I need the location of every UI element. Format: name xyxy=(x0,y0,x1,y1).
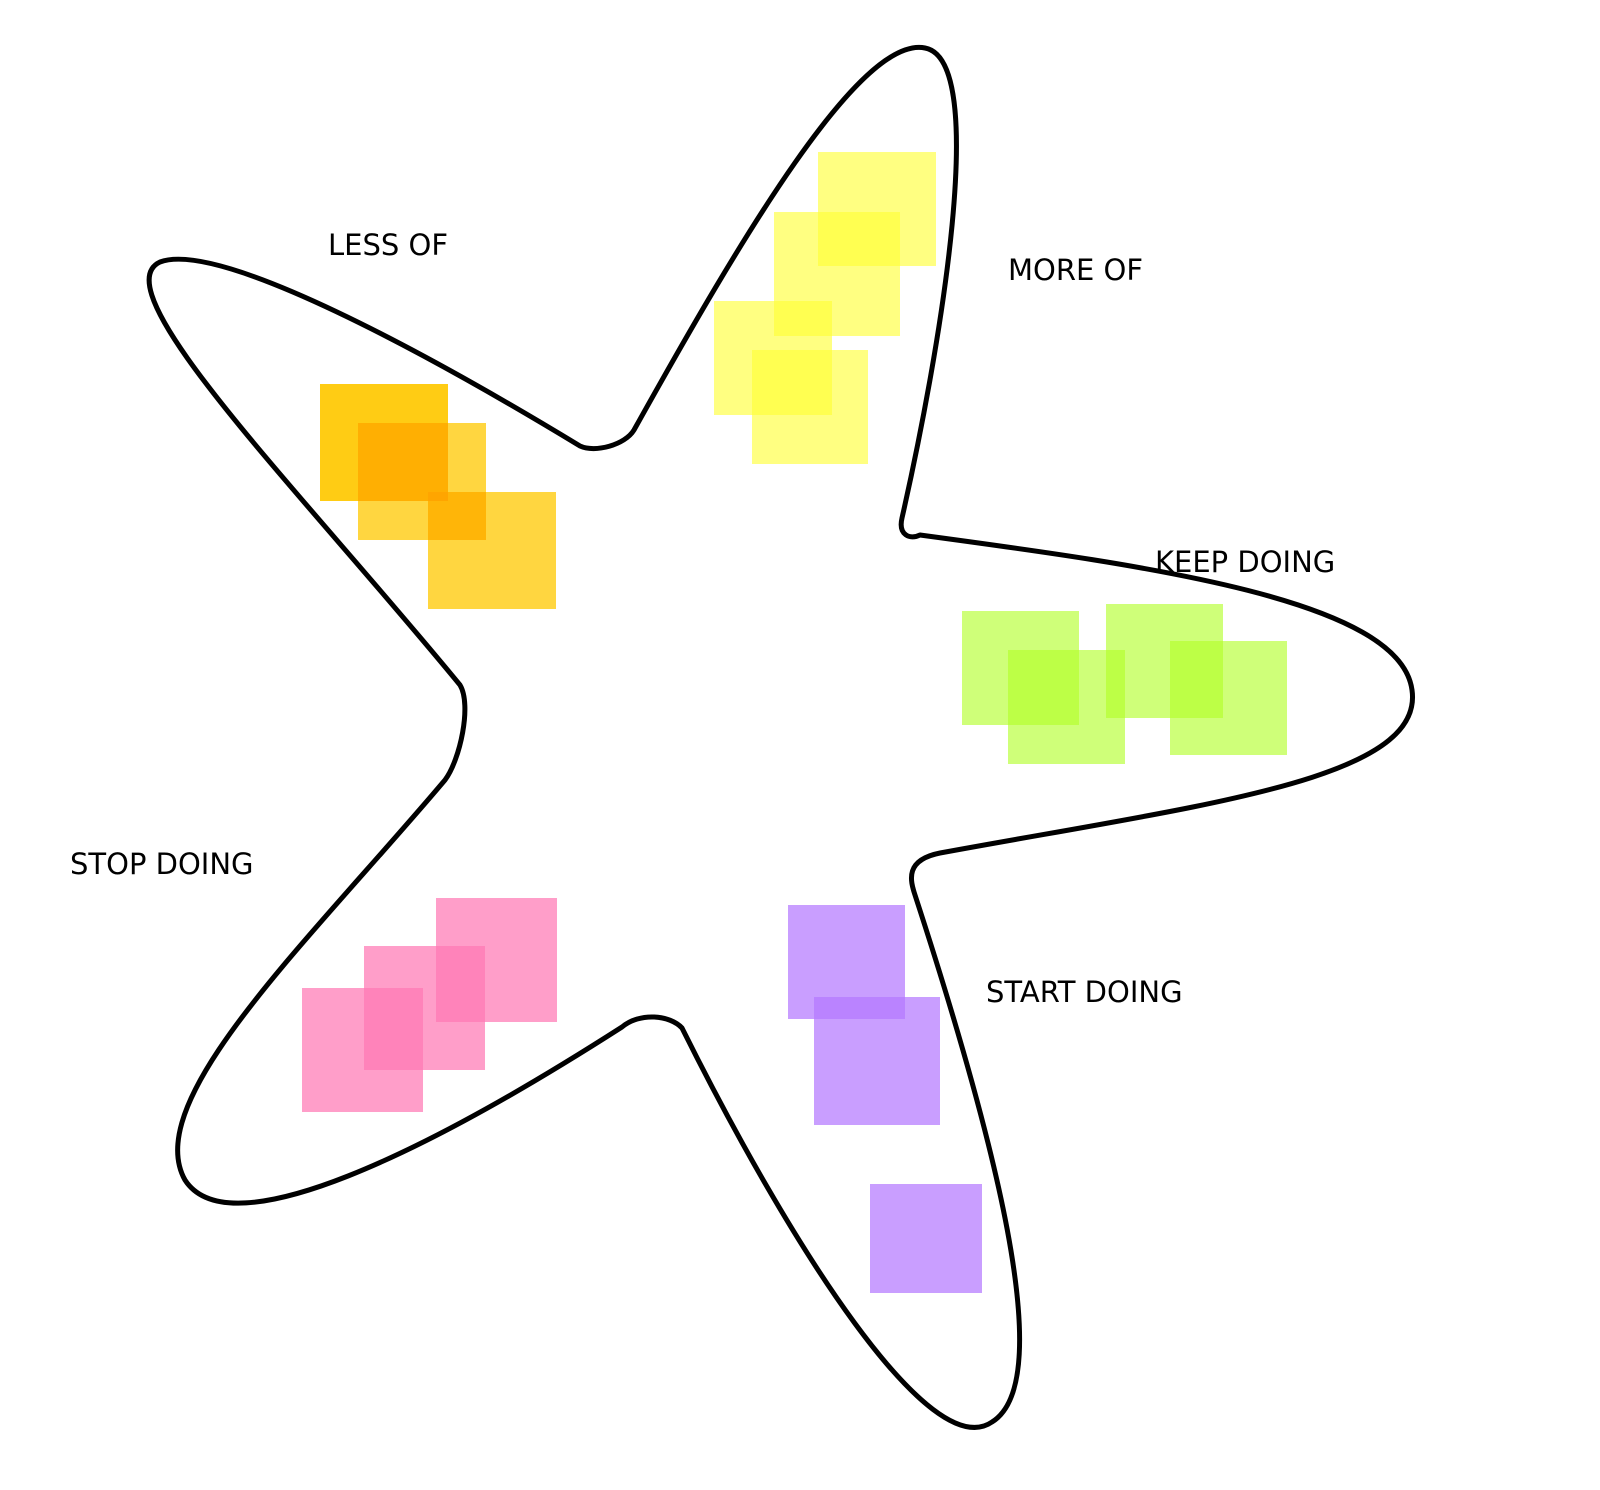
note-overlap xyxy=(428,492,486,540)
stop-doing-notes xyxy=(302,898,557,1112)
more-of-notes xyxy=(714,152,936,464)
sticky-note[interactable] xyxy=(302,988,423,1112)
stop-doing-label: STOP DOING xyxy=(70,847,254,881)
starfish-outline xyxy=(146,45,1415,1430)
more-of-label: MORE OF xyxy=(1008,253,1143,287)
keep-doing-label: KEEP DOING xyxy=(1155,545,1335,579)
sticky-note[interactable] xyxy=(428,492,556,609)
start-doing-notes xyxy=(788,905,982,1293)
less-of-label: LESS OF xyxy=(328,228,448,262)
less-of-notes xyxy=(320,384,556,609)
sticky-note[interactable] xyxy=(1008,650,1125,764)
sticky-note[interactable] xyxy=(752,350,868,464)
sticky-note[interactable] xyxy=(814,997,940,1125)
note-overlap xyxy=(358,423,448,501)
start-doing-label: START DOING xyxy=(986,975,1183,1009)
keep-doing-notes xyxy=(962,604,1287,764)
sticky-note[interactable] xyxy=(1170,641,1287,755)
sticky-note[interactable] xyxy=(870,1184,982,1293)
